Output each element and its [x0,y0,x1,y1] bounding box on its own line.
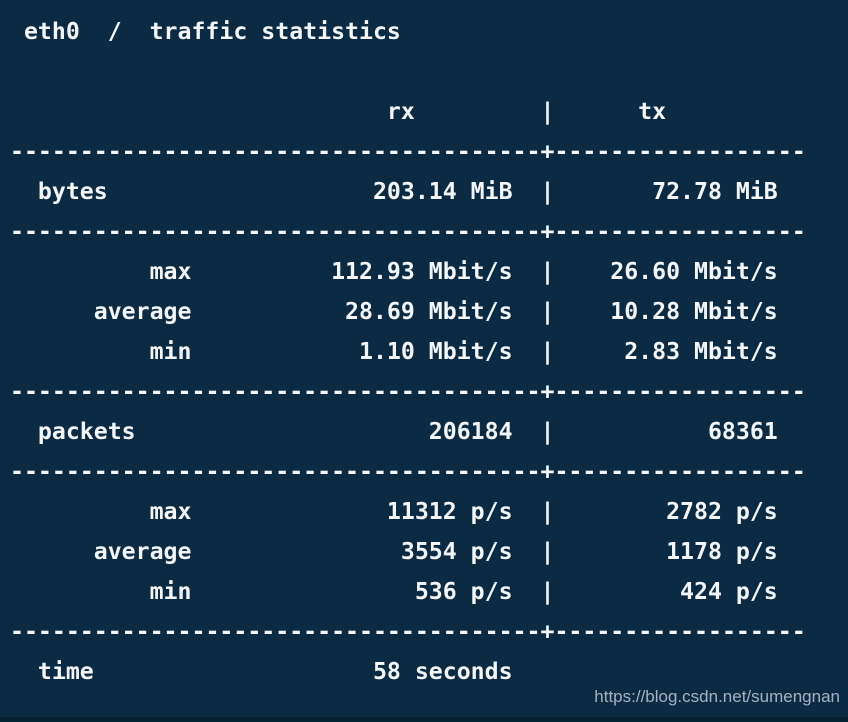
separator-line: --------------------------------------+-… [10,612,848,652]
column-gap [513,292,541,332]
packets-tx-value: 68361 [707,418,778,445]
column-divider: | [540,418,555,445]
time-label: time [37,658,94,685]
pps-max-label: max [149,498,192,525]
table-row-packets: packets 206184 | 68361 [10,412,848,452]
column-gap [513,92,541,132]
title-line: eth0 / traffic statistics [10,12,848,52]
column-gap [513,172,541,212]
table-row-bytes: bytes 203.14 MiB | 72.78 MiB [10,172,848,212]
column-gap [513,652,541,692]
rate-average-rx-value: 28.69 Mbit/s [345,298,513,325]
rate-average-label: average [93,298,192,325]
empty-cell [540,652,554,692]
separator-dashes: --------------------------------------+-… [10,378,806,405]
separator-dashes: --------------------------------------+-… [10,138,806,165]
table-row-rate-max: max 112.93 Mbit/s | 26.60 Mbit/s [10,252,848,292]
separator-dashes: --------------------------------------+-… [10,458,806,485]
column-divider: | [540,258,555,285]
table-row-rate-min: min 1.10 Mbit/s | 2.83 Mbit/s [10,332,848,372]
rate-average-tx-value: 10.28 Mbit/s [610,298,778,325]
vnstat-traffic-output: eth0 / traffic statistics rx | tx ------… [10,12,848,692]
packets-label: packets [37,418,136,445]
rate-min-label: min [149,338,192,365]
bytes-tx-value: 72.78 MiB [652,178,778,205]
table-row-pps-max: max 11312 p/s | 2782 p/s [10,492,848,532]
table-row-pps-min: min 536 p/s | 424 p/s [10,572,848,612]
column-divider: | [540,298,555,325]
rate-max-rx-value: 112.93 Mbit/s [331,258,513,285]
rate-max-tx-value: 26.60 Mbit/s [610,258,778,285]
blank-line [10,52,848,92]
column-divider: | [540,98,555,125]
pps-min-tx-value: 424 p/s [680,578,778,605]
bytes-rx-value: 203.14 MiB [372,178,513,205]
column-header-tx: tx [638,98,667,125]
bottom-edge-strip [0,717,848,722]
rate-min-rx-value: 1.10 Mbit/s [358,338,513,365]
column-divider: | [540,498,555,525]
separator-line: --------------------------------------+-… [10,212,848,252]
packets-rx-value: 206184 [428,418,513,445]
column-gap [513,492,541,532]
header-label-spacer [10,92,191,132]
column-gap [513,332,541,372]
page-title: eth0 / traffic statistics [23,18,401,45]
column-divider: | [540,338,555,365]
pps-max-rx-value: 11312 p/s [386,498,513,525]
rate-max-label: max [149,258,192,285]
column-gap [513,252,541,292]
column-header-row: rx | tx [10,92,848,132]
table-row-time: time 58 seconds [10,652,848,692]
table-row-rate-average: average 28.69 Mbit/s | 10.28 Mbit/s [10,292,848,332]
column-divider: | [540,578,555,605]
column-gap [513,532,541,572]
separator-line: --------------------------------------+-… [10,452,848,492]
column-header-rx: rx [386,98,415,125]
pps-average-rx-value: 3554 p/s [400,538,513,565]
pps-min-label: min [149,578,192,605]
pps-min-rx-value: 536 p/s [414,578,513,605]
column-gap [513,412,541,452]
column-divider: | [540,178,555,205]
separator-line: --------------------------------------+-… [10,132,848,172]
time-value: 58 seconds [372,658,513,685]
pps-average-tx-value: 1178 p/s [666,538,778,565]
pps-max-tx-value: 2782 p/s [666,498,778,525]
separator-dashes: --------------------------------------+-… [10,618,806,645]
column-divider: | [540,538,555,565]
bytes-label: bytes [37,178,108,205]
separator-line: --------------------------------------+-… [10,372,848,412]
separator-dashes: --------------------------------------+-… [10,218,806,245]
column-gap [513,572,541,612]
csdn-watermark: https://blog.csdn.net/sumengnan [594,687,840,706]
table-row-pps-average: average 3554 p/s | 1178 p/s [10,532,848,572]
pps-average-label: average [93,538,192,565]
rate-min-tx-value: 2.83 Mbit/s [624,338,778,365]
